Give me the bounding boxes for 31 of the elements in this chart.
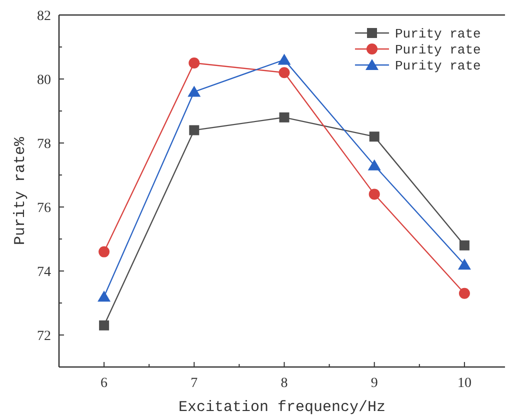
point <box>189 125 200 136</box>
point <box>459 240 470 250</box>
point <box>98 246 110 258</box>
point <box>368 159 381 170</box>
point <box>98 290 111 302</box>
x-tick-label: 6 <box>100 376 108 391</box>
point <box>458 258 471 270</box>
y-tick-label: 82 <box>37 8 51 24</box>
y-tick-label: 74 <box>37 264 51 280</box>
point <box>278 54 291 65</box>
legend-label: Purity rate <box>395 26 481 42</box>
y-tick-label: 78 <box>37 136 51 152</box>
x-tick-label: 7 <box>190 376 198 391</box>
y-tick-label: 72 <box>37 328 51 344</box>
y-tick-label: 80 <box>37 72 51 88</box>
y-axis-title: Purity rate% <box>12 136 29 246</box>
point <box>368 188 380 200</box>
y-tick-label: 76 <box>37 200 51 216</box>
point <box>99 320 110 330</box>
point <box>279 112 290 122</box>
point <box>458 288 470 299</box>
legend-label: Purity rate <box>395 58 481 74</box>
x-tick-label: 9 <box>370 376 378 391</box>
x-axis-title: Excitation frequency/Hz <box>178 399 386 416</box>
point <box>188 58 200 68</box>
legend-label: Purity rate <box>395 42 481 58</box>
point <box>369 132 380 142</box>
point <box>278 67 290 78</box>
x-tick-label: 8 <box>280 376 288 391</box>
x-tick-label: 10 <box>457 376 472 391</box>
point <box>188 86 201 97</box>
